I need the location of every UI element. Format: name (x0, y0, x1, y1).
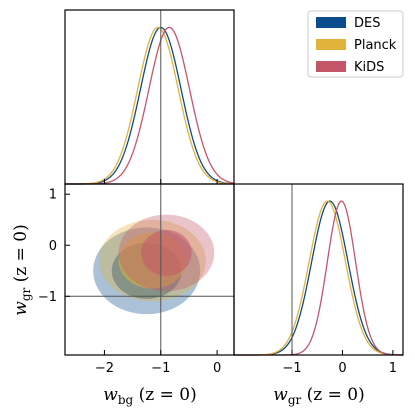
ylabel-wgr: wgr (z = 0) (11, 224, 33, 315)
xlabel-wbg-symbol: w (103, 385, 118, 405)
tick-label-x-wgr-1: 1 (389, 361, 397, 376)
xlabel-wbg-argument: (z = 0) (133, 385, 197, 405)
ylabel-wgr-subscript: gr (19, 287, 33, 301)
frame-top-wbg (64, 9, 235, 185)
tick-label-y-wgr-1: 1 (49, 188, 57, 203)
marginal-wgr-kids (234, 200, 404, 356)
legend: DES Planck KiDS (307, 10, 404, 78)
legend-swatch-planck (316, 39, 346, 50)
axis-labels: wbg (z = 0) wgr (z = 0)wgr (z = 0) (11, 224, 365, 407)
marginal-wgr-planck (234, 200, 403, 356)
tick-label-x-wbg--1: −1 (151, 361, 170, 376)
legend-label-kids: KiDS (354, 60, 384, 75)
xlabel-wgr-subscript: gr (288, 393, 302, 407)
marginal-wgr-des (234, 200, 404, 356)
legend-swatch-kids (316, 61, 346, 72)
marginal-wbg-planck (64, 26, 235, 185)
tick-label-x-wbg--2: −2 (95, 361, 114, 376)
legend-swatch-des (316, 17, 346, 28)
xlabel-wgr-argument: (z = 0) (301, 385, 365, 405)
tick-label-y-wgr--1: −1 (38, 290, 57, 305)
xlabel-wbg-subscript: bg (118, 393, 134, 407)
ylabel-wgr-argument: (z = 0) (11, 224, 31, 288)
ticks: −2 −1 0 −1 0 1 −1 0 1 (38, 179, 397, 376)
tick-label-x-wgr--1: −1 (282, 361, 301, 376)
tick-label-x-wgr-0: 0 (338, 361, 346, 376)
xlabel-wbg: wbg (z = 0) (103, 385, 196, 407)
ylabel-wgr-symbol: w (11, 301, 31, 316)
xlabel-wgr-symbol: w (273, 385, 288, 405)
tick-label-x-wbg-0: 0 (213, 361, 221, 376)
legend-label-planck: Planck (354, 38, 397, 53)
tick-label-y-wgr-0: 0 (49, 239, 57, 254)
frame-right-wgr (233, 183, 404, 356)
legend-label-des: DES (354, 16, 380, 31)
contour-layer (93, 214, 215, 315)
panel-frames (64, 9, 404, 356)
contour-68-kids (141, 229, 192, 276)
xlabel-wgr: wgr (z = 0) (273, 385, 364, 407)
